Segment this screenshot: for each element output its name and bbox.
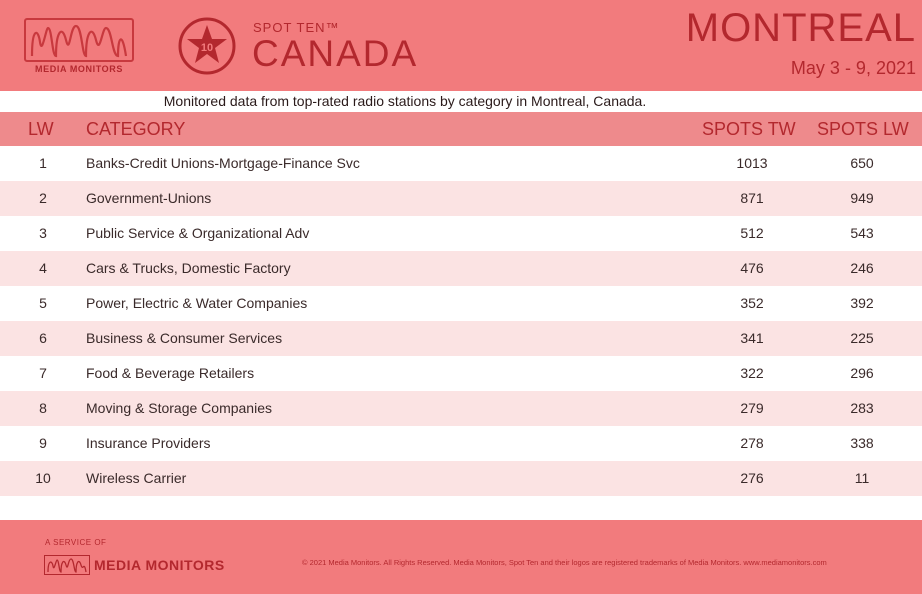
star-badge-icon: 10 xyxy=(178,17,236,75)
spots-tw-cell: 1013 xyxy=(736,155,768,171)
category-cell: Food & Beverage Retailers xyxy=(86,365,255,381)
spots-lw-cell: 949 xyxy=(850,190,874,206)
table-row: 7 Food & Beverage Retailers 322 296 xyxy=(0,356,922,391)
category-cell: Insurance Providers xyxy=(86,435,211,451)
spots-tw-cell: 871 xyxy=(740,190,764,206)
footer-waveform-icon xyxy=(47,558,87,573)
rank-cell: 3 xyxy=(39,225,47,241)
table-row: 2 Government-Unions 871 949 xyxy=(0,181,922,216)
spots-lw-cell: 650 xyxy=(850,155,874,171)
category-cell: Power, Electric & Water Companies xyxy=(86,295,308,311)
rank-cell: 4 xyxy=(39,260,47,276)
spots-tw-cell: 352 xyxy=(740,295,764,311)
spots-lw-cell: 338 xyxy=(850,435,874,451)
category-cell: Moving & Storage Companies xyxy=(86,400,272,416)
column-header-spots-lw: SPOTS LW xyxy=(817,119,909,139)
category-cell: Public Service & Organizational Adv xyxy=(86,225,310,241)
table-row: 1 Banks-Credit Unions-Mortgage-Finance Sv… xyxy=(0,146,922,181)
logo-wordmark: MEDIA MONITORS xyxy=(35,64,123,74)
spots-tw-cell: 512 xyxy=(740,225,764,241)
category-cell: Banks-Credit Unions-Mortgage-Finance Svc xyxy=(86,155,360,171)
service-label: A SERVICE OF xyxy=(45,538,107,547)
table-row: 4 Cars & Trucks, Domestic Factory 476 246 xyxy=(0,251,922,286)
spots-tw-cell: 279 xyxy=(740,400,764,416)
table-row: 5 Power, Electric & Water Companies 352 392 xyxy=(0,286,922,321)
category-cell: Business & Consumer Services xyxy=(86,330,283,346)
spots-tw-cell: 276 xyxy=(740,470,764,486)
spots-lw-cell: 296 xyxy=(850,365,874,381)
column-header-lw: LW xyxy=(28,119,54,139)
city-title: MONTREAL xyxy=(685,6,916,50)
rank-cell: 5 xyxy=(39,295,47,311)
spots-lw-cell: 392 xyxy=(850,295,874,311)
date-range: May 3 - 9, 2021 xyxy=(790,58,916,78)
category-cell: Cars & Trucks, Domestic Factory xyxy=(86,260,291,276)
spots-lw-cell: 225 xyxy=(850,330,874,346)
category-cell: Government-Unions xyxy=(86,190,212,206)
rank-cell: 7 xyxy=(39,365,47,381)
waveform-icon xyxy=(30,24,128,58)
column-header-spots-tw: SPOTS TW xyxy=(702,119,796,139)
footer-brand: MEDIA MONITORS xyxy=(94,557,225,573)
footer-logo xyxy=(44,555,90,575)
rank-cell: 1 xyxy=(39,155,47,171)
table-row: 9 Insurance Providers 278 338 xyxy=(0,426,922,461)
copyright-notice: © 2021 Media Monitors. All Rights Reserv… xyxy=(302,558,827,567)
report-subtitle: Monitored data from top-rated radio stat… xyxy=(163,93,647,109)
table-body: 1 Banks-Credit Unions-Mortgage-Finance Sv… xyxy=(0,146,922,496)
media-monitors-logo-frame xyxy=(24,18,134,62)
spots-tw-cell: 322 xyxy=(740,365,764,381)
column-header-category: CATEGORY xyxy=(86,119,186,139)
media-monitors-logo: MEDIA MONITORS xyxy=(20,16,138,76)
rank-cell: 8 xyxy=(39,400,47,416)
table-header: LW CATEGORY SPOTS TW SPOTS LW xyxy=(0,112,922,146)
spots-lw-cell: 11 xyxy=(854,470,870,486)
footer-banner: A SERVICE OF MEDIA MONITORS © 2021 Media… xyxy=(0,520,922,594)
table-row: 8 Moving & Storage Companies 279 283 xyxy=(0,391,922,426)
spots-tw-cell: 278 xyxy=(740,435,764,451)
spots-lw-cell: 283 xyxy=(850,400,874,416)
spot-ten-label: SPOT TEN™ xyxy=(253,20,340,35)
rank-cell: 6 xyxy=(39,330,47,346)
country-title: CANADA xyxy=(252,33,419,74)
rank-cell: 2 xyxy=(39,190,47,206)
table-row: 10 Wireless Carrier 276 11 xyxy=(0,461,922,496)
rank-cell: 10 xyxy=(35,470,51,486)
badge-number: 10 xyxy=(201,42,213,54)
table-row: 6 Business & Consumer Services 341 225 xyxy=(0,321,922,356)
spots-tw-cell: 341 xyxy=(740,330,764,346)
table-row: 3 Public Service & Organizational Adv 512 5… xyxy=(0,216,922,251)
spots-lw-cell: 543 xyxy=(850,225,874,241)
spots-tw-cell: 476 xyxy=(740,260,764,276)
category-cell: Wireless Carrier xyxy=(86,470,187,486)
ranking-table: LW CATEGORY SPOTS TW SPOTS LW 1 Banks-Cre… xyxy=(0,112,922,496)
spot-ten-badge: 10 xyxy=(177,16,237,76)
rank-cell: 9 xyxy=(39,435,47,451)
header-banner: MEDIA MONITORS 10 SPOT TEN™ CANADA MONTR… xyxy=(0,0,922,91)
spots-lw-cell: 246 xyxy=(850,260,874,276)
